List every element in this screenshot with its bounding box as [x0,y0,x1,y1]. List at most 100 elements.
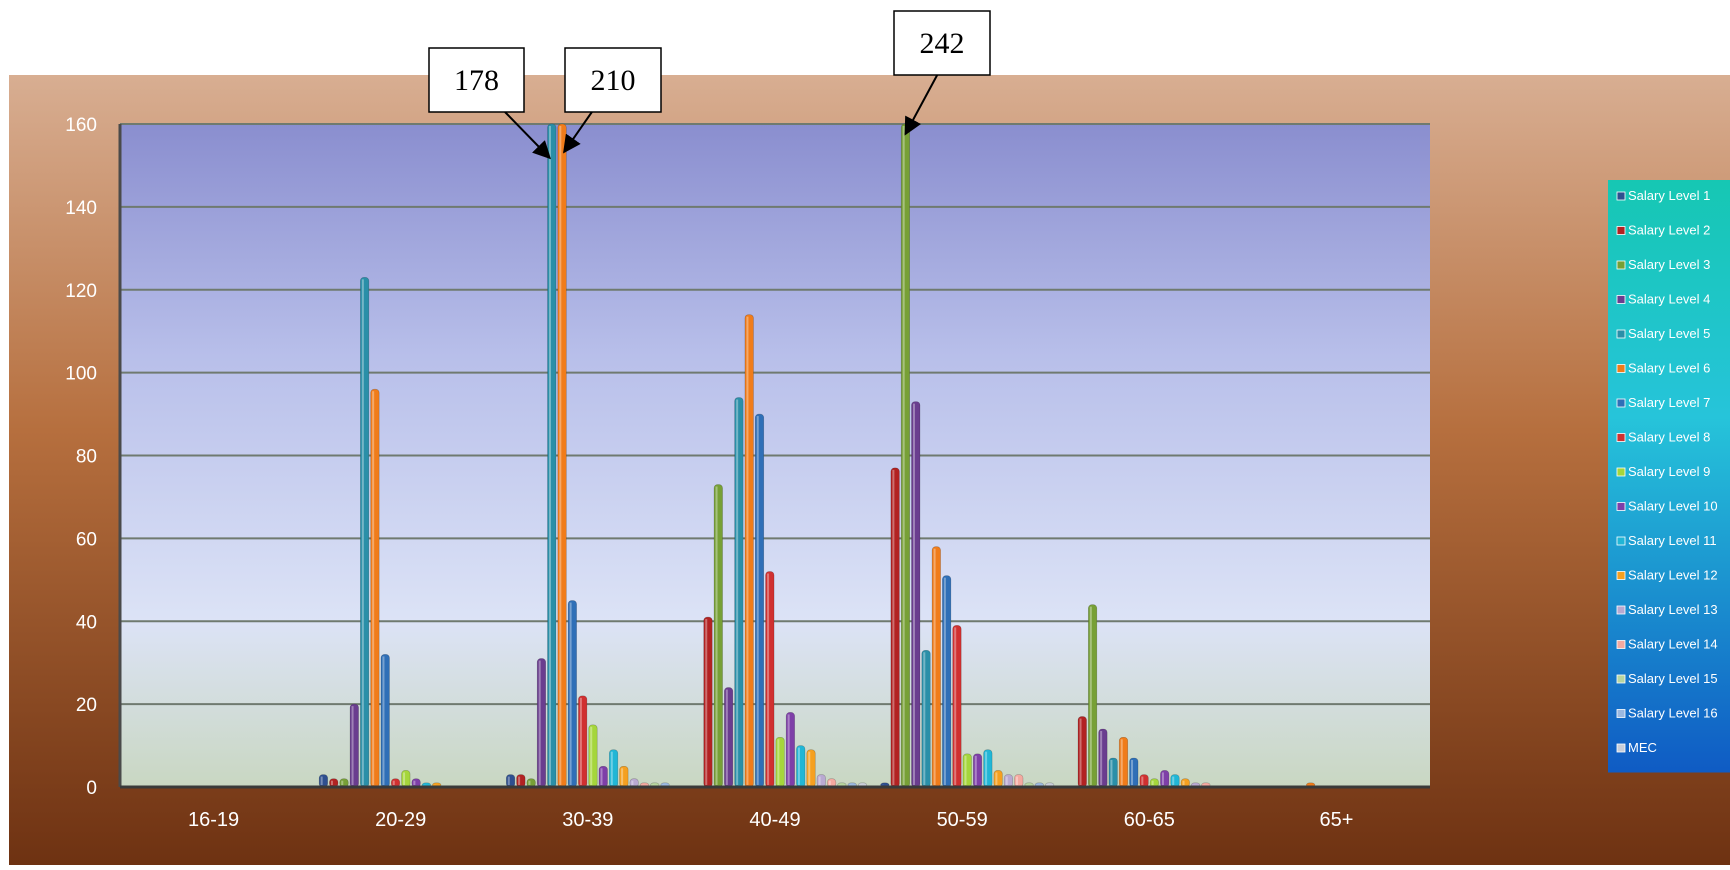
bar-highlight [362,279,364,785]
legend-entry: Salary Level 1 [1628,188,1710,203]
bar-highlight [1016,777,1018,785]
legend-swatch [1617,261,1625,269]
bar-highlight [528,781,530,785]
bar-highlight [570,603,572,785]
bar-highlight [736,399,738,785]
bar-salary-level-5-60-65 [1109,758,1118,787]
bar-highlight [413,781,415,785]
bar-highlight [716,487,718,785]
bar-highlight [393,781,395,785]
x-tick-label: 20-29 [375,809,426,831]
bar-highlight [985,752,987,785]
bar-highlight [1110,760,1112,785]
bar-highlight [829,781,831,785]
bar-salary-level-6-40-49 [745,315,754,787]
legend-entry: MEC [1628,740,1657,755]
bar-salary-level-8-50-59 [953,625,962,787]
legend-swatch [1617,710,1625,718]
bar-highlight [1121,739,1123,785]
bar-highlight [382,656,384,785]
legend-swatch [1617,296,1625,304]
legend-entry: Salary Level 3 [1628,257,1710,272]
legend-swatch [1617,365,1625,373]
bar-highlight [508,777,510,785]
bar-highlight [518,777,520,785]
bar-highlight [995,772,997,785]
y-tick-label: 160 [65,115,97,136]
legend-entry: Salary Level 10 [1628,499,1718,514]
bar-salary-level-13-50-59 [1004,775,1013,787]
bar-highlight [1152,781,1154,785]
legend-swatch [1617,503,1625,511]
legend-entry: Salary Level 8 [1628,430,1710,445]
bar-salary-level-7-30-39 [568,601,577,787]
bar-salary-level-3-60-65 [1088,605,1097,787]
bar-highlight [549,126,551,785]
bar-salary-level-10-30-39 [599,766,608,787]
bar-salary-level-14-50-59 [1014,775,1023,787]
bar-salary-level-13-40-49 [817,775,826,787]
y-tick-label: 40 [76,612,97,633]
bar-salary-level-8-30-39 [578,696,587,787]
bar-highlight [352,706,354,785]
legend-swatch [1617,606,1625,614]
x-tick-label: 65+ [1319,809,1353,831]
legend-swatch [1617,227,1625,235]
bar-highlight [726,690,728,785]
x-tick-label: 30-39 [562,809,613,831]
bar-highlight [631,781,633,785]
bar-salary-level-11-40-49 [796,746,805,787]
legend-swatch [1617,192,1625,200]
y-tick-label: 20 [76,695,97,716]
bar-highlight [757,416,759,785]
bar-salary-level-9-50-59 [963,754,972,787]
bar-salary-level-6-20-29 [371,389,380,787]
legend-entry: Salary Level 12 [1628,568,1718,583]
bar-salary-level-6-50-59 [932,547,941,787]
bar-highlight [341,781,343,785]
bar-salary-level-5-40-49 [735,397,744,787]
bar-highlight [808,752,810,785]
bar-salary-level-7-50-59 [942,576,951,787]
legend-entry: Salary Level 15 [1628,671,1718,686]
bar-salary-level-5-50-59 [922,650,931,787]
legend-swatch [1617,675,1625,683]
bar-highlight [788,714,790,785]
bar-highlight [331,781,333,785]
bar-salary-level-4-30-39 [537,659,546,787]
bar-salary-level-6-60-65 [1119,737,1128,787]
bar-highlight [1141,777,1143,785]
bar-highlight [1090,607,1092,785]
bar-salary-level-2-30-39 [517,775,526,787]
bar-salary-level-4-60-65 [1099,729,1108,787]
bar-salary-level-11-50-59 [984,750,993,787]
y-tick-label: 60 [76,529,97,550]
bar-salary-level-9-40-49 [776,737,785,787]
bar-salary-level-4-50-59 [911,402,920,787]
bar-salary-level-8-60-65 [1140,775,1149,787]
bar-highlight [611,752,613,785]
x-tick-label: 40-49 [749,809,800,831]
bar-highlight [892,470,894,785]
bar-highlight [944,578,946,785]
legend-swatch [1617,330,1625,338]
bar-salary-level-2-50-59 [891,468,900,787]
legend-swatch [1617,641,1625,649]
bar-salary-level-8-40-49 [766,572,775,787]
legend-swatch [1617,744,1625,752]
callout-label: 210 [591,64,636,97]
bar-salary-level-1-30-39 [506,775,515,787]
bar-salary-level-11-60-65 [1171,775,1180,787]
bar-highlight [1162,772,1164,785]
bar-highlight [975,756,977,785]
bar-highlight [403,772,405,785]
legend-entry: Salary Level 2 [1628,223,1710,238]
legend-entry: Salary Level 7 [1628,395,1710,410]
legend-swatch [1617,399,1625,407]
x-tick-label: 50-59 [937,809,988,831]
y-tick-label: 80 [76,447,97,468]
callout-label: 178 [454,64,499,97]
bar-highlight [590,727,592,785]
x-tick-label: 16-19 [188,809,239,831]
